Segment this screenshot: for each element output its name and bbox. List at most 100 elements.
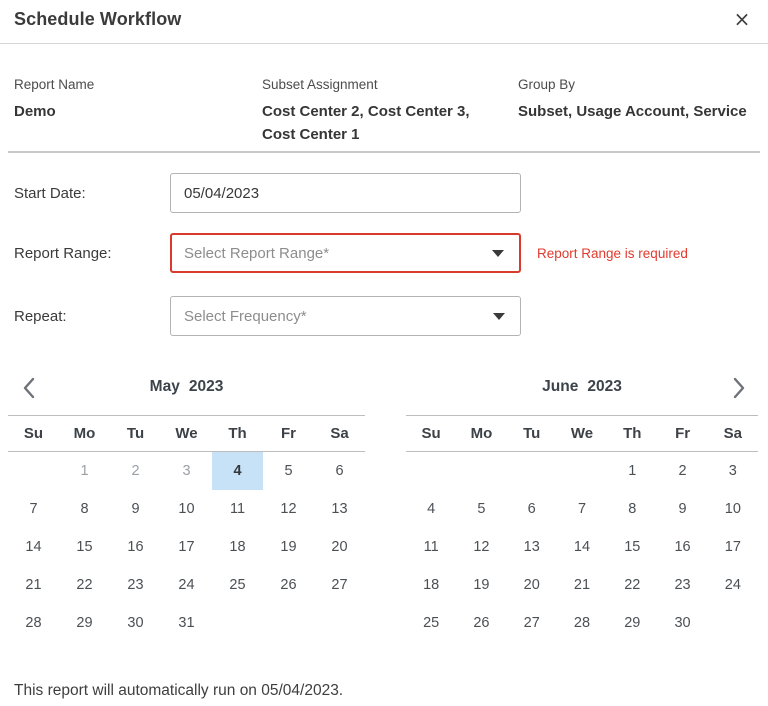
calendar-day[interactable]: 7: [29, 501, 38, 517]
weekday-label: Sa: [723, 425, 743, 442]
calendar-day[interactable]: 11: [229, 501, 246, 517]
calendar-day[interactable]: 18: [229, 539, 246, 555]
calendar-day[interactable]: 30: [674, 615, 691, 631]
weekday-label: Fr: [675, 425, 691, 442]
group-by-label: Group By: [518, 77, 576, 92]
calendar-day[interactable]: 12: [280, 501, 297, 517]
calendar-day[interactable]: 9: [678, 501, 687, 517]
chevron-left-icon: [23, 377, 35, 399]
weekday-label: We: [175, 425, 198, 442]
calendar-day[interactable]: 24: [178, 577, 195, 593]
calendar-day[interactable]: 20: [331, 539, 348, 555]
calendar-day[interactable]: 2: [678, 463, 687, 479]
calendar-day[interactable]: 7: [577, 501, 587, 517]
calendar-day[interactable]: 29: [624, 615, 641, 631]
report-range-error: Report Range is required: [537, 245, 688, 261]
calendar-day-grid: 1 2 3 4 5 6 7 8 9 10 11 12 13 14 15 16 17 18 19 20 21 22 23 24 2…: [406, 452, 758, 642]
calendar-day[interactable]: 15: [76, 539, 93, 555]
weekday-label: Mo: [470, 425, 493, 442]
calendar-day[interactable]: 24: [724, 577, 741, 593]
close-button[interactable]: ×: [728, 4, 756, 34]
calendar-day[interactable]: 11: [423, 539, 439, 555]
report-range-select[interactable]: Select Report Range*: [170, 233, 521, 273]
calendar-day[interactable]: 10: [724, 501, 741, 517]
calendar-day[interactable]: 3: [728, 463, 737, 479]
calendar-day[interactable]: 6: [527, 501, 536, 517]
calendar-june: June 2023 Su Mo Tu We Th Fr Sa 1 2 3 4 5 6 7 8 9 10 11 12 1…: [406, 360, 758, 642]
calendar-day[interactable]: 1: [80, 463, 89, 479]
calendar-day[interactable]: 31: [178, 615, 195, 631]
calendar-day[interactable]: 13: [331, 501, 348, 517]
calendar-day[interactable]: 14: [25, 539, 42, 555]
calendar-day[interactable]: 21: [25, 577, 42, 593]
weekday-label: Su: [23, 425, 44, 442]
report-name-label: Report Name: [14, 77, 95, 92]
calendar-day[interactable]: 28: [25, 615, 42, 631]
chevron-down-icon: [493, 313, 505, 320]
calendar-day[interactable]: 22: [76, 577, 93, 593]
calendar-day[interactable]: 26: [473, 615, 490, 631]
calendar-day[interactable]: 19: [473, 577, 490, 593]
calendar-day[interactable]: 20: [523, 577, 540, 593]
calendar-day[interactable]: 17: [178, 539, 195, 555]
start-date-input[interactable]: [170, 173, 521, 213]
report-range-placeholder: Select Report Range*: [184, 244, 330, 262]
section-divider: [8, 151, 760, 153]
empty-day-cell: [8, 452, 59, 490]
calendar-day[interactable]: 8: [80, 501, 89, 517]
calendar-day[interactable]: 19: [280, 539, 297, 555]
calendar-day[interactable]: 30: [127, 615, 144, 631]
calendar-day[interactable]: 22: [624, 577, 641, 593]
repeat-row: Repeat: Select Frequency*: [14, 296, 521, 336]
calendar-day[interactable]: 6: [335, 463, 344, 479]
calendar-day[interactable]: 4: [427, 501, 436, 517]
calendar-day[interactable]: 9: [131, 501, 140, 517]
weekday-label: Tu: [523, 425, 541, 442]
summary-subset-assignment: Subset Assignment Cost Center 2, Cost Ce…: [262, 77, 502, 146]
repeat-placeholder: Select Frequency*: [184, 307, 307, 325]
calendar-day[interactable]: 13: [523, 539, 540, 555]
calendar-day[interactable]: 3: [182, 463, 191, 479]
calendar-day[interactable]: 8: [628, 501, 637, 517]
calendar-day[interactable]: 25: [423, 615, 440, 631]
calendar-day[interactable]: 2: [131, 463, 140, 479]
month-year-label: June 2023: [406, 378, 758, 396]
calendar-day[interactable]: 17: [724, 539, 741, 555]
calendar-day[interactable]: 29: [76, 615, 93, 631]
calendar-day[interactable]: 26: [280, 577, 297, 593]
month-year-label: May 2023: [8, 378, 365, 396]
calendar-day[interactable]: 23: [127, 577, 144, 593]
calendar-day[interactable]: 5: [284, 463, 293, 479]
calendar-day[interactable]: 28: [573, 615, 591, 631]
calendar-may: May 2023 Su Mo Tu We Th Fr Sa 1 2 3 4 5 6 7 8 9 10 11 12 13…: [8, 360, 365, 642]
empty-day-cell: [456, 452, 506, 490]
next-month-button[interactable]: [724, 373, 754, 403]
calendar-day[interactable]: 16: [127, 539, 144, 555]
calendar-header: May 2023: [8, 360, 365, 415]
calendar-day[interactable]: 12: [473, 539, 490, 555]
calendar-day[interactable]: 27: [331, 577, 348, 593]
month-label: May: [149, 378, 180, 395]
calendar-day[interactable]: 16: [674, 539, 691, 555]
calendar-day[interactable]: 21: [573, 577, 591, 593]
calendar-day[interactable]: 10: [178, 501, 195, 517]
calendar-day[interactable]: 1: [628, 463, 637, 479]
calendar-day[interactable]: 15: [624, 539, 641, 555]
weekday-label: Mo: [73, 425, 96, 442]
report-name-value: Demo: [14, 103, 56, 120]
calendar-day[interactable]: 14: [573, 539, 591, 555]
previous-month-button[interactable]: [14, 373, 44, 403]
year-label: 2023: [188, 378, 224, 395]
weekday-label: Fr: [281, 425, 296, 442]
summary-group-by: Group By Subset, Usage Account, Service: [518, 77, 763, 123]
calendar-day[interactable]: 23: [674, 577, 691, 593]
calendar-day[interactable]: 27: [523, 615, 540, 631]
selected-day-cell[interactable]: 4: [212, 452, 263, 490]
calendar-day[interactable]: 18: [423, 577, 440, 593]
calendar-day[interactable]: 5: [477, 501, 486, 517]
weekday-label: Th: [623, 425, 642, 442]
repeat-select[interactable]: Select Frequency*: [170, 296, 521, 336]
calendar-day[interactable]: 25: [229, 577, 246, 593]
chevron-right-icon: [733, 377, 745, 399]
